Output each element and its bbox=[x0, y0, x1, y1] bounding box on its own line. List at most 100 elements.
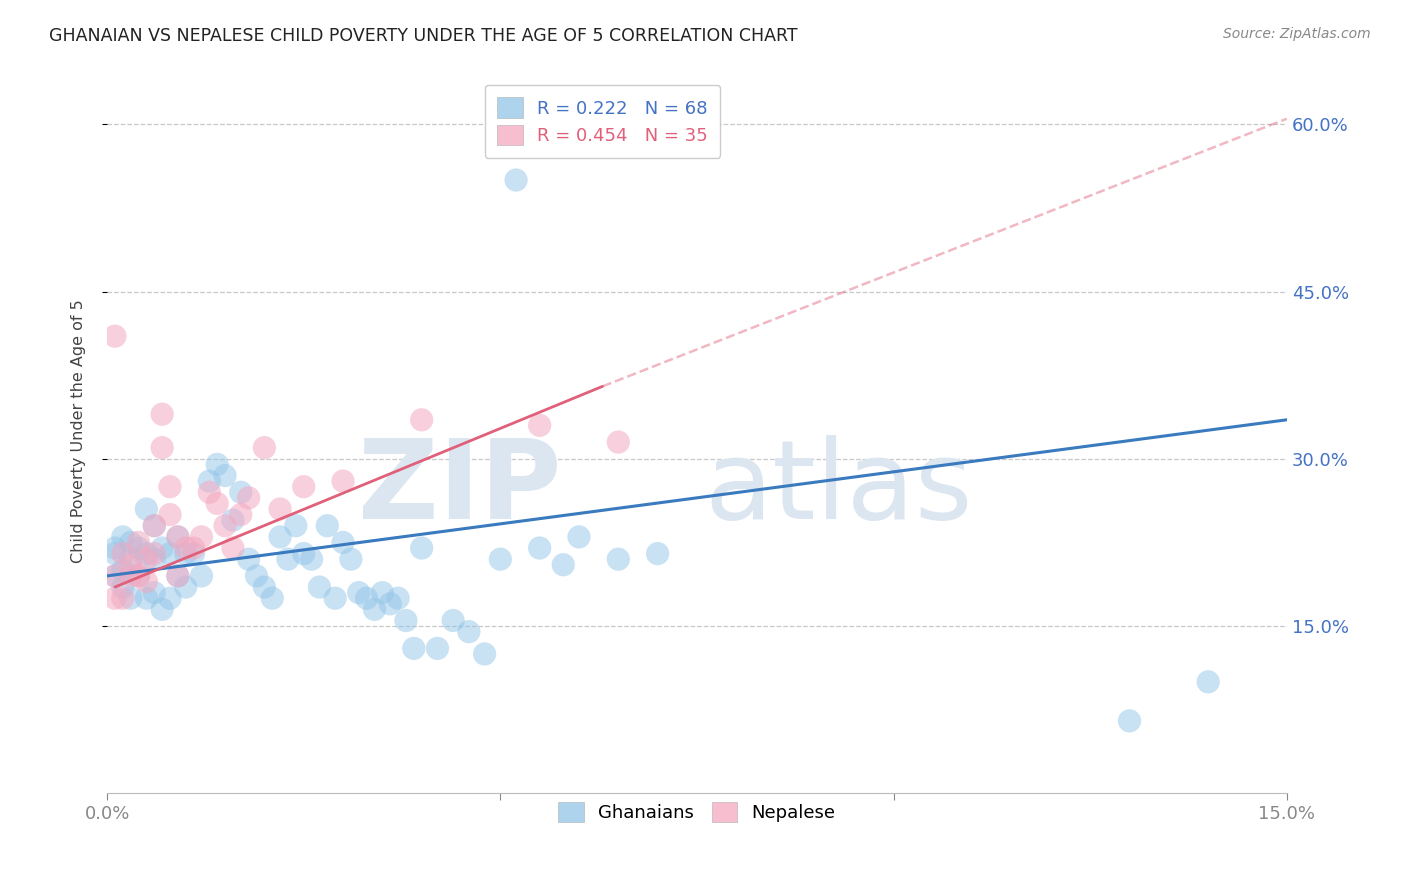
Point bbox=[104, 329, 127, 343]
Text: GHANAIAN VS NEPALESE CHILD POVERTY UNDER THE AGE OF 5 CORRELATION CHART: GHANAIAN VS NEPALESE CHILD POVERTY UNDER… bbox=[49, 27, 797, 45]
Point bbox=[150, 541, 173, 555]
Point bbox=[143, 547, 166, 561]
Point bbox=[128, 569, 150, 583]
Point bbox=[1197, 674, 1219, 689]
Point bbox=[166, 530, 188, 544]
Point bbox=[128, 535, 150, 549]
Point bbox=[292, 547, 315, 561]
Point bbox=[253, 441, 276, 455]
Point bbox=[143, 518, 166, 533]
Point bbox=[607, 435, 630, 450]
Point bbox=[135, 552, 157, 566]
Point bbox=[111, 580, 134, 594]
Point bbox=[277, 552, 299, 566]
Point bbox=[1118, 714, 1140, 728]
Point bbox=[505, 173, 527, 187]
Point bbox=[111, 591, 134, 606]
Point bbox=[128, 569, 150, 583]
Point bbox=[411, 541, 433, 555]
Point bbox=[262, 591, 284, 606]
Point bbox=[380, 597, 402, 611]
Point bbox=[150, 407, 173, 421]
Point bbox=[135, 547, 157, 561]
Point bbox=[205, 458, 228, 472]
Point bbox=[222, 541, 245, 555]
Point bbox=[120, 558, 142, 572]
Point bbox=[292, 480, 315, 494]
Legend: Ghanaians, Nepalese: Ghanaians, Nepalese bbox=[546, 789, 848, 835]
Point bbox=[607, 552, 630, 566]
Point bbox=[363, 602, 385, 616]
Point bbox=[150, 441, 173, 455]
Point bbox=[529, 541, 551, 555]
Point bbox=[135, 574, 157, 589]
Point bbox=[174, 547, 197, 561]
Point bbox=[183, 547, 205, 561]
Point bbox=[489, 552, 512, 566]
Point bbox=[269, 530, 291, 544]
Point bbox=[332, 535, 354, 549]
Point bbox=[301, 552, 323, 566]
Point bbox=[159, 591, 181, 606]
Point bbox=[159, 508, 181, 522]
Point bbox=[120, 569, 142, 583]
Point bbox=[190, 530, 212, 544]
Text: ZIP: ZIP bbox=[359, 435, 561, 542]
Point bbox=[245, 569, 267, 583]
Text: Source: ZipAtlas.com: Source: ZipAtlas.com bbox=[1223, 27, 1371, 41]
Point bbox=[166, 530, 188, 544]
Point bbox=[269, 502, 291, 516]
Point bbox=[174, 580, 197, 594]
Point bbox=[474, 647, 496, 661]
Point bbox=[426, 641, 449, 656]
Point bbox=[120, 591, 142, 606]
Point bbox=[229, 508, 252, 522]
Point bbox=[402, 641, 425, 656]
Point bbox=[647, 547, 669, 561]
Point bbox=[150, 602, 173, 616]
Point bbox=[323, 591, 346, 606]
Point bbox=[198, 474, 221, 488]
Point bbox=[316, 518, 339, 533]
Point bbox=[229, 485, 252, 500]
Point bbox=[183, 541, 205, 555]
Point bbox=[553, 558, 575, 572]
Point bbox=[371, 585, 394, 599]
Point bbox=[308, 580, 330, 594]
Point bbox=[568, 530, 591, 544]
Point bbox=[441, 614, 464, 628]
Point bbox=[222, 513, 245, 527]
Point bbox=[104, 591, 127, 606]
Point bbox=[111, 563, 134, 577]
Point bbox=[143, 552, 166, 566]
Point bbox=[411, 413, 433, 427]
Point bbox=[205, 496, 228, 510]
Point bbox=[332, 474, 354, 488]
Point bbox=[143, 518, 166, 533]
Point bbox=[457, 624, 479, 639]
Point bbox=[135, 591, 157, 606]
Point bbox=[120, 535, 142, 549]
Point bbox=[104, 569, 127, 583]
Point bbox=[111, 530, 134, 544]
Y-axis label: Child Poverty Under the Age of 5: Child Poverty Under the Age of 5 bbox=[72, 299, 86, 563]
Point bbox=[238, 552, 260, 566]
Point bbox=[529, 418, 551, 433]
Point bbox=[190, 569, 212, 583]
Point bbox=[198, 485, 221, 500]
Point bbox=[111, 547, 134, 561]
Point bbox=[356, 591, 378, 606]
Point bbox=[104, 547, 127, 561]
Point bbox=[387, 591, 409, 606]
Point bbox=[347, 585, 370, 599]
Point bbox=[159, 547, 181, 561]
Point bbox=[395, 614, 418, 628]
Point bbox=[166, 569, 188, 583]
Point bbox=[159, 480, 181, 494]
Point bbox=[214, 518, 236, 533]
Point bbox=[128, 541, 150, 555]
Point bbox=[166, 569, 188, 583]
Point bbox=[253, 580, 276, 594]
Point bbox=[104, 541, 127, 555]
Text: atlas: atlas bbox=[704, 435, 973, 542]
